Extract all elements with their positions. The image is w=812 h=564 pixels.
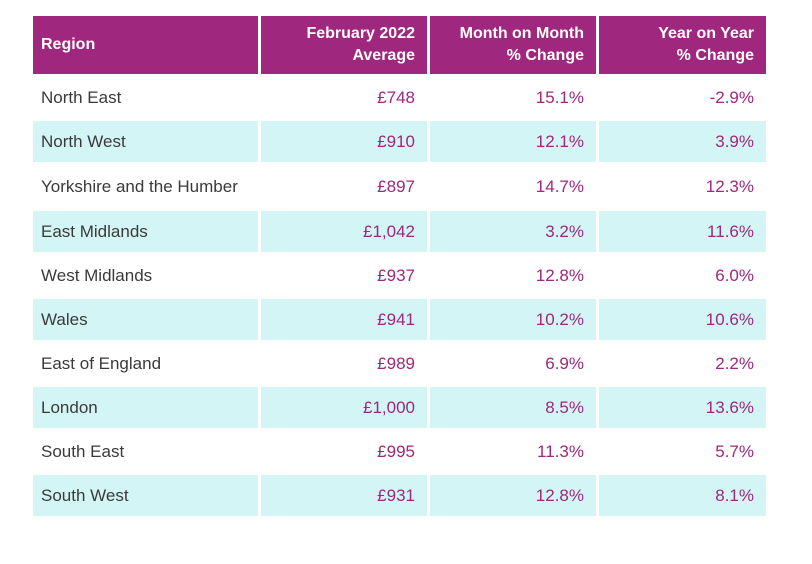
header-mom-line2: % Change [506,47,584,64]
yoy-cell: 10.6% [599,299,766,340]
mom-cell: 12.8% [430,475,596,516]
yoy-cell: 5.7% [599,431,766,472]
mom-cell: 10.2% [430,299,596,340]
header-region: Region [33,16,258,74]
region-cell: South East [33,431,258,472]
region-cell: East Midlands [33,211,258,252]
mom-cell: 14.7% [430,165,596,208]
header-month-on-month: Month on Month % Change [430,16,596,74]
table-row: Yorkshire and the Humber £897 14.7% 12.3… [33,165,766,208]
mom-cell: 11.3% [430,431,596,472]
region-cell: East of England [33,343,258,384]
table-row: Wales £941 10.2% 10.6% [33,299,766,340]
yoy-cell: 13.6% [599,387,766,428]
average-cell: £910 [261,121,427,162]
table-row: East of England £989 6.9% 2.2% [33,343,766,384]
header-yoy-line1: Year on Year [658,25,754,42]
table-row: South West £931 12.8% 8.1% [33,475,766,516]
region-cell: Wales [33,299,258,340]
mom-cell: 15.1% [430,77,596,118]
yoy-cell: 11.6% [599,211,766,252]
mom-cell: 6.9% [430,343,596,384]
region-cell: North West [33,121,258,162]
average-cell: £995 [261,431,427,472]
region-cell: North East [33,77,258,118]
average-cell: £1,042 [261,211,427,252]
mom-cell: 12.1% [430,121,596,162]
average-cell: £931 [261,475,427,516]
region-cell: London [33,387,258,428]
average-cell: £1,000 [261,387,427,428]
header-mom-line1: Month on Month [459,25,584,42]
yoy-cell: -2.9% [599,77,766,118]
table-body: North East £748 15.1% -2.9% North West £… [33,77,766,516]
yoy-cell: 8.1% [599,475,766,516]
table-row: East Midlands £1,042 3.2% 11.6% [33,211,766,252]
mom-cell: 3.2% [430,211,596,252]
header-year-on-year: Year on Year % Change [599,16,766,74]
yoy-cell: 3.9% [599,121,766,162]
header-average-line1: February 2022 [306,25,415,42]
yoy-cell: 2.2% [599,343,766,384]
header-average-line2: Average [352,47,415,64]
average-cell: £941 [261,299,427,340]
yoy-cell: 6.0% [599,255,766,296]
header-yoy-line2: % Change [676,47,754,64]
header-average: February 2022 Average [261,16,427,74]
header-region-label: Region [41,36,96,53]
regional-rent-table: Region February 2022 Average Month on Mo… [30,13,769,519]
region-cell: Yorkshire and the Humber [33,165,258,208]
table-row: North East £748 15.1% -2.9% [33,77,766,118]
average-cell: £748 [261,77,427,118]
table-header-row: Region February 2022 Average Month on Mo… [33,16,766,74]
average-cell: £897 [261,165,427,208]
average-cell: £937 [261,255,427,296]
region-cell: South West [33,475,258,516]
mom-cell: 12.8% [430,255,596,296]
table-row: South East £995 11.3% 5.7% [33,431,766,472]
rent-table-container: Region February 2022 Average Month on Mo… [33,16,766,516]
mom-cell: 8.5% [430,387,596,428]
yoy-cell: 12.3% [599,165,766,208]
table-row: West Midlands £937 12.8% 6.0% [33,255,766,296]
table-row: London £1,000 8.5% 13.6% [33,387,766,428]
average-cell: £989 [261,343,427,384]
region-cell: West Midlands [33,255,258,296]
table-row: North West £910 12.1% 3.9% [33,121,766,162]
